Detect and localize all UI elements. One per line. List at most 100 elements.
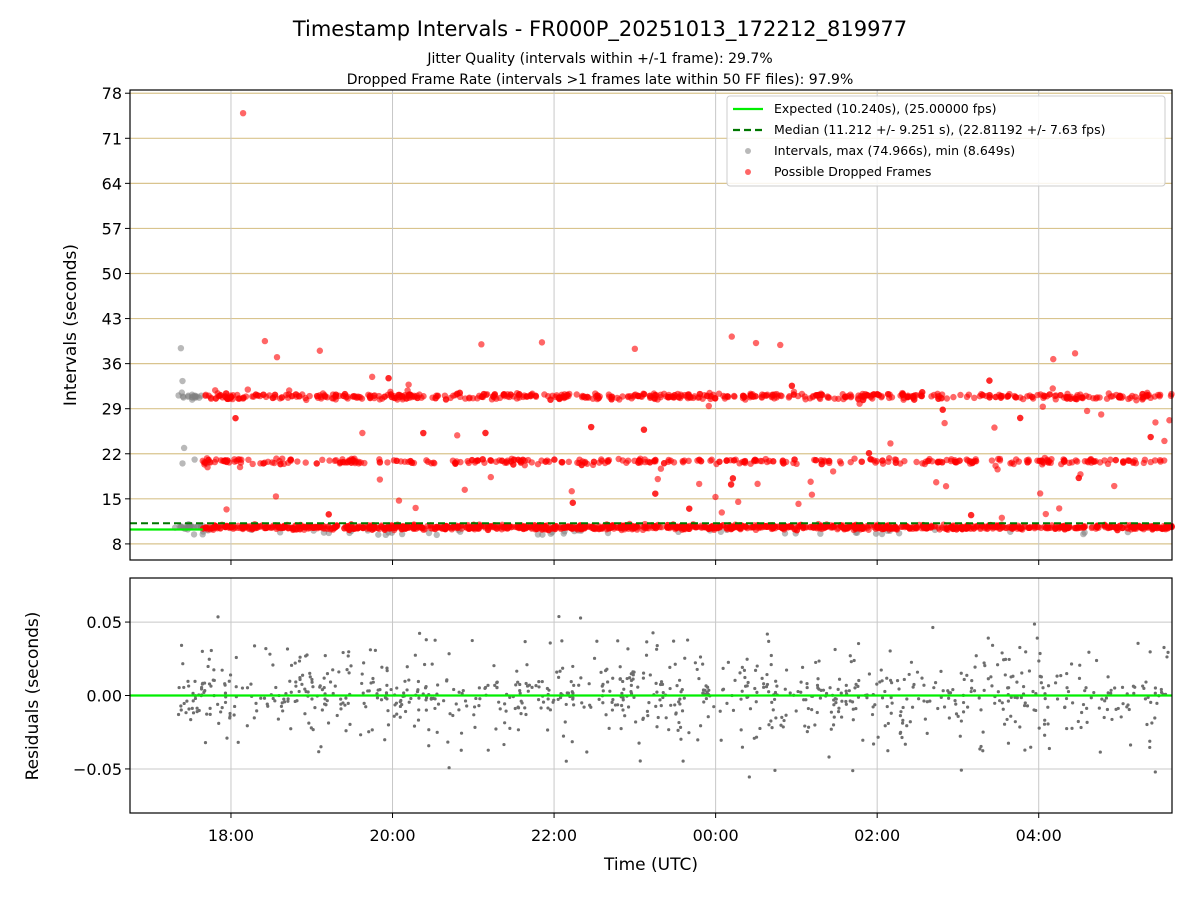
dropped-frame-point	[939, 406, 946, 413]
residual-point	[641, 676, 646, 680]
residual-point	[518, 689, 522, 693]
dropped-frame-point	[376, 396, 383, 403]
dropped-frame-point	[1024, 459, 1031, 466]
residual-point	[705, 690, 709, 694]
residual-point	[678, 702, 682, 706]
residual-point	[313, 706, 317, 710]
residual-point	[805, 730, 809, 734]
residual-point	[671, 639, 676, 643]
residual-point	[836, 687, 840, 692]
y-tick-label: 0.05	[86, 613, 122, 632]
dropped-frame-point	[478, 393, 486, 400]
residual-point	[546, 697, 550, 701]
residual-point	[748, 707, 753, 711]
residual-point	[1104, 696, 1109, 700]
dropped-frame-point	[635, 392, 642, 400]
dropped-frame-point	[970, 525, 978, 532]
residual-point	[608, 689, 612, 693]
dropped-frame-point	[326, 457, 333, 464]
dropped-frame-point	[885, 455, 893, 462]
residual-point	[897, 687, 901, 691]
dropped-frame-point	[865, 449, 873, 457]
residual-point	[905, 724, 909, 728]
residual-point	[347, 671, 351, 675]
residual-point	[631, 670, 635, 674]
residual-point	[656, 715, 660, 720]
residual-point	[448, 712, 452, 716]
residual-point	[589, 705, 593, 709]
residual-point	[814, 660, 818, 665]
dropped-frame-point	[1046, 391, 1053, 398]
dropped-frame-point	[264, 524, 272, 531]
dropped-frame-point	[818, 391, 826, 399]
reference-lines	[130, 522, 1172, 531]
residual-point	[902, 677, 906, 682]
residual-point	[417, 696, 421, 700]
residual-point	[648, 673, 652, 677]
residual-point	[308, 671, 312, 675]
residual-point	[176, 712, 181, 717]
x-axis-label: Time (UTC)	[603, 855, 698, 875]
residual-point	[279, 704, 284, 708]
residual-point	[1003, 657, 1008, 661]
residual-point	[1103, 699, 1107, 703]
dropped-frame-point	[1116, 393, 1124, 401]
dropped-frame-point	[223, 458, 230, 466]
residual-point	[840, 699, 844, 703]
interval-point	[534, 531, 542, 538]
dropped-frame-point	[1061, 457, 1068, 464]
residual-point	[828, 686, 832, 690]
residual-point	[619, 727, 623, 731]
residual-point	[956, 714, 960, 718]
dropped-frame-point	[617, 524, 624, 531]
residual-point	[856, 684, 860, 688]
residual-point	[530, 685, 534, 690]
residual-point	[805, 682, 809, 686]
dropped-frame-point	[931, 522, 939, 530]
residual-point	[1037, 659, 1041, 663]
dropped-frame-point	[301, 524, 309, 531]
residual-point	[473, 725, 477, 729]
residual-point	[1098, 750, 1102, 754]
y-tick-label: 0.00	[86, 687, 122, 706]
dropped-frame-point	[1119, 524, 1126, 532]
dropped-frame-point	[685, 525, 693, 533]
dropped-frame-point	[952, 458, 959, 466]
residual-point	[900, 721, 905, 725]
residual-point	[232, 713, 236, 717]
residual-point	[857, 678, 861, 683]
residual-point	[879, 668, 883, 672]
dropped-frame-point	[724, 393, 731, 400]
residual-point	[676, 728, 680, 732]
residual-point	[618, 677, 622, 681]
residual-point	[886, 721, 890, 726]
residual-point	[513, 706, 517, 711]
dropped-frame-point	[211, 458, 219, 466]
residual-point	[981, 749, 985, 753]
dropped-frame-point	[510, 461, 517, 468]
dropped-frame-point	[254, 392, 261, 399]
residual-point	[325, 672, 330, 676]
dropped-frame-point	[873, 458, 880, 465]
residual-point	[1043, 718, 1047, 722]
residual-point	[696, 738, 700, 742]
dropped-frame-point	[967, 511, 975, 519]
residual-point	[626, 647, 630, 651]
interval-point	[878, 530, 886, 538]
dropped-frame-point	[646, 459, 654, 466]
dropped-frame-point	[1015, 458, 1023, 465]
dropped-frame-point	[569, 499, 576, 506]
residual-point	[341, 650, 345, 655]
residual-point	[459, 748, 463, 752]
interval-point	[185, 392, 192, 399]
dropped-frame-point	[942, 483, 950, 490]
dropped-frame-point	[450, 523, 457, 531]
residual-point	[970, 686, 974, 690]
dropped-frame-point	[538, 339, 546, 346]
residual-point	[1153, 716, 1157, 720]
dropped-frame-point	[1096, 394, 1103, 401]
residual-point	[1003, 673, 1007, 677]
dropped-frame-point	[410, 524, 418, 531]
residual-point	[220, 668, 224, 672]
dropped-frame-point	[800, 523, 807, 530]
